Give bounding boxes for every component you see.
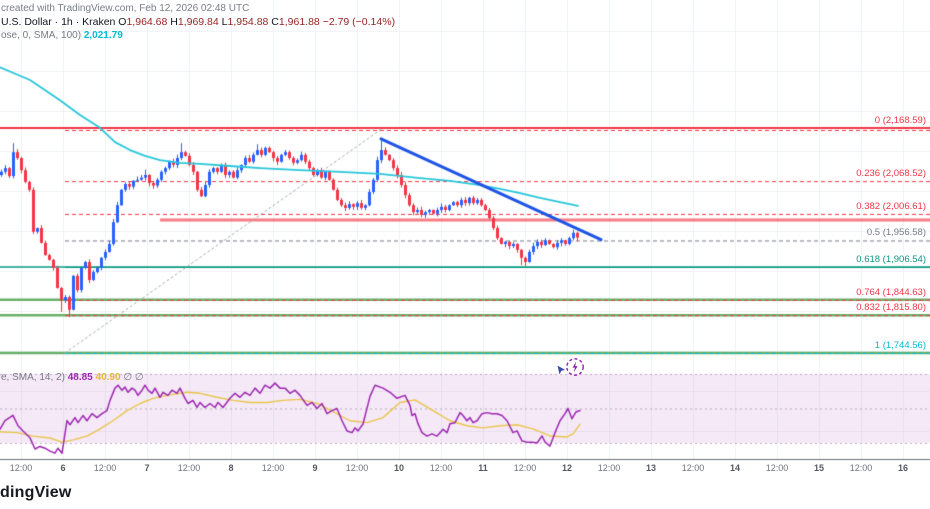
tradingview-logo[interactable]: dingView — [0, 484, 72, 501]
time-tick-label: 7 — [144, 463, 150, 473]
ma-value: 2,021.79 — [83, 30, 123, 41]
ohlc-high-label: H — [170, 16, 178, 28]
ohlc-change-value: −2.79 (−0.14%) — [322, 16, 396, 28]
fib-level-label: 0.236 (2,068.52) — [856, 168, 926, 180]
ohlc-open-value: 1,964.68 — [126, 16, 168, 28]
time-tick-label: 8 — [228, 463, 234, 473]
time-tick-label: 14 — [729, 463, 741, 473]
rsi-hidden-values: ∅ ∅ — [123, 372, 144, 383]
fib-level-label: 1 (1,744.56) — [874, 339, 926, 351]
ohlc-low-value: 1,954.88 — [227, 16, 269, 28]
ohlc-open-label: O — [118, 16, 127, 28]
time-tick-label: 12:00 — [849, 463, 873, 473]
fib-level-label: 0.832 (1,815.80) — [856, 302, 926, 314]
rsi-sma-value: 40.90 — [95, 372, 121, 383]
time-tick-label: 16 — [897, 463, 909, 473]
ohlc-low-label: L — [221, 16, 228, 28]
fib-level-label: 0.5 (1,956.58) — [866, 227, 926, 239]
time-tick-label: 15 — [813, 463, 825, 473]
time-tick-label: 12 — [561, 463, 573, 473]
time-tick-label: 9 — [312, 463, 318, 473]
time-tick-label: 6 — [60, 463, 66, 473]
time-tick-label: 11 — [478, 463, 488, 473]
time-tick-label: 12:00 — [345, 463, 369, 473]
time-tick-label: 12:00 — [9, 463, 33, 473]
time-tick-label: 12:00 — [681, 463, 705, 473]
time-tick-label: 12:00 — [429, 463, 453, 473]
time-tick-label: 12:00 — [765, 463, 789, 473]
flash-marker-icon[interactable] — [564, 356, 586, 383]
rsi-value: 48.85 — [67, 372, 93, 383]
rsi-label: e, SMA, 14, 2) — [1, 372, 65, 383]
ma-label: ose, 0, SMA, 100) — [1, 30, 82, 41]
time-tick-label: 12:00 — [177, 463, 201, 473]
fib-level-label: 0 (2,168.59) — [874, 115, 926, 126]
fib-level-label: 0.382 (2,006.61) — [856, 200, 926, 212]
credit-line: created with TradingView.com, Feb 12, 20… — [1, 3, 250, 14]
time-tick-label: 12:00 — [513, 463, 537, 473]
time-axis[interactable]: 12:00 6 12:00 7 12:00 8 12:00 9 12:00 10 12:00 11 12… — [0, 463, 930, 477]
time-tick-label: 12:00 — [261, 463, 285, 473]
time-tick-label: 13 — [645, 463, 657, 473]
fib-level-label: 0.764 (1,844.63) — [856, 286, 926, 298]
rsi-indicator-line[interactable]: e, SMA, 14, 2) 48.85 40.90 ∅ ∅ — [1, 372, 144, 383]
time-tick-label: 12:00 — [597, 463, 621, 473]
ma-indicator-line[interactable]: ose, 0, SMA, 100) 2,021.79 — [1, 30, 123, 41]
ohlc-high-value: 1,969.84 — [177, 16, 219, 28]
cursor-icon — [556, 364, 568, 382]
fib-level-label: 0.618 (1,906.54) — [856, 254, 926, 266]
ohlc-close-label: C — [271, 16, 279, 28]
time-tick-label: 10 — [393, 463, 405, 473]
symbol-ohlc-line[interactable]: U.S. Dollar · 1h · Kraken O1,964.68 H1,9… — [1, 16, 395, 28]
time-tick-label: 12:00 — [93, 463, 117, 473]
ohlc-close-value: 1,961.88 — [278, 16, 320, 28]
symbol-text: U.S. Dollar · 1h · Kraken — [1, 16, 116, 28]
